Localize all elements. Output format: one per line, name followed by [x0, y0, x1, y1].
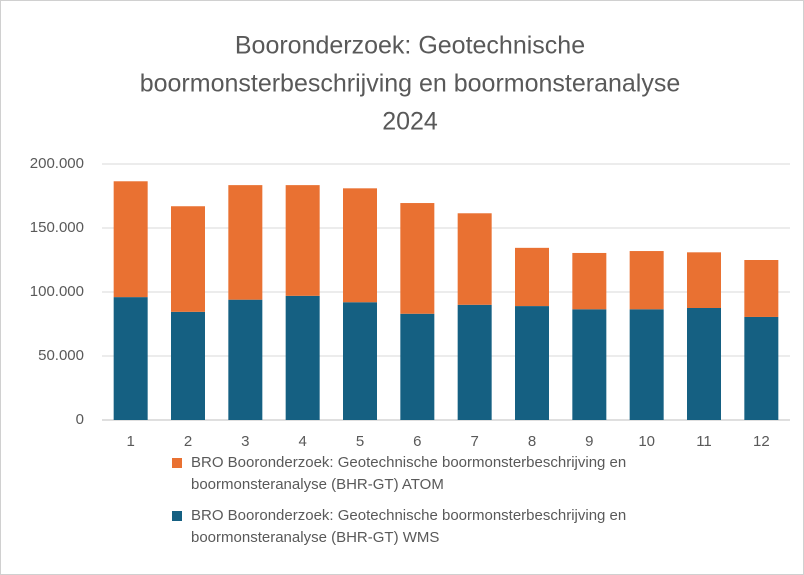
y-tick-label: 50.000 [38, 347, 84, 364]
y-tick-label: 100.000 [30, 283, 84, 300]
bar-segment [687, 308, 721, 420]
bar-segment [113, 181, 148, 298]
bar-segment [572, 309, 607, 420]
x-tick-label: 11 [696, 433, 712, 450]
bar-segment [515, 306, 549, 420]
bar-segment [343, 302, 377, 420]
x-tick-label: 8 [528, 433, 536, 450]
bar-segment [572, 252, 607, 310]
bar-segment [687, 252, 721, 308]
y-tick-label: 200.000 [30, 155, 84, 172]
legend-item: BRO Booronderzoek: Geotechnische boormon… [172, 505, 692, 549]
bar-segment [457, 213, 492, 305]
bar-segment [629, 309, 664, 420]
x-tick-label: 4 [298, 433, 306, 450]
legend-swatch [172, 458, 182, 468]
chart-title: Booronderzoek: Geotechnische [235, 32, 585, 60]
bar-segment [285, 295, 320, 420]
legend-label: BRO Booronderzoek: Geotechnische boormon… [191, 507, 627, 546]
bar-segment [744, 316, 779, 420]
bar-segment [228, 185, 263, 300]
chart-title: 2024 [382, 108, 438, 136]
y-tick-label: 0 [76, 411, 84, 428]
x-tick-label: 9 [585, 433, 593, 450]
x-tick-label: 6 [413, 433, 421, 450]
bar-segment [744, 260, 779, 317]
bar-segment [629, 251, 664, 310]
x-tick-label: 10 [638, 433, 655, 450]
x-tick-label: 2 [184, 433, 192, 450]
bar-segment [400, 203, 435, 314]
bar-segment [343, 188, 377, 303]
x-tick-label: 7 [470, 433, 478, 450]
legend-item: BRO Booronderzoek: Geotechnische boormon… [172, 452, 692, 496]
bar-segment [228, 299, 263, 420]
x-tick-label: 3 [241, 433, 249, 450]
x-tick-label: 5 [356, 433, 364, 450]
y-tick-label: 150.000 [30, 219, 84, 236]
x-tick-label: 1 [126, 433, 134, 450]
bar-segment [400, 313, 435, 420]
legend: BRO Booronderzoek: Geotechnische boormon… [172, 452, 692, 558]
legend-swatch [172, 511, 182, 521]
bar-segment [457, 304, 492, 420]
bar-segment [113, 297, 148, 420]
bar-segment [285, 185, 320, 296]
legend-label: BRO Booronderzoek: Geotechnische boormon… [191, 454, 627, 493]
x-tick-label: 12 [753, 433, 770, 450]
bar-segment [515, 247, 549, 307]
bar-segment [171, 311, 205, 420]
chart-title: boormonsterbeschrijving en boormonsteran… [140, 70, 681, 98]
bar-segment [171, 206, 205, 312]
